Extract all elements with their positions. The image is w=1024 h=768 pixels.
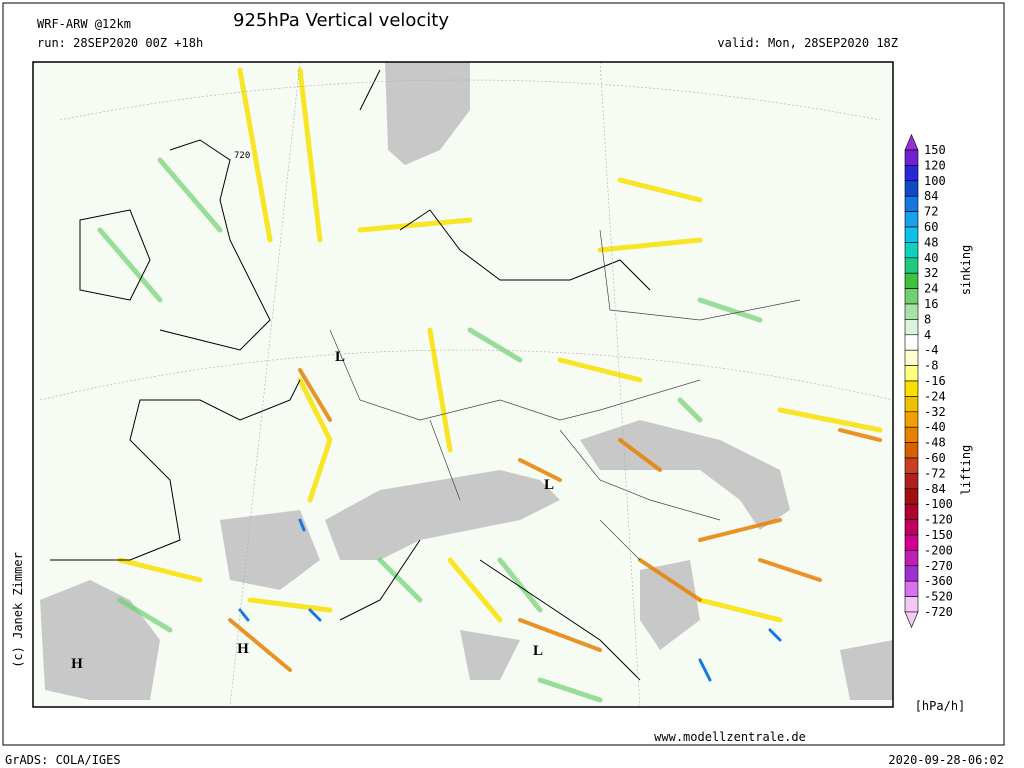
colorbar-upper-label: sinking (959, 245, 973, 296)
colorbar-lower-label: lifting (959, 445, 973, 496)
colorbar-box (904, 596, 919, 613)
contour-label: 720 (234, 151, 250, 161)
colorbar-box (904, 211, 919, 228)
colorbar-box (904, 180, 919, 197)
low-center: L (335, 349, 345, 365)
colorbar-tick-label: -100 (924, 497, 953, 511)
model-label: WRF-ARW @12km (37, 17, 131, 31)
colorbar-box (904, 503, 919, 520)
valid-label: valid: Mon, 28SEP2020 18Z (717, 36, 898, 50)
colorbar-box (904, 565, 919, 582)
high-center: H (237, 641, 249, 657)
colorbar-unit: [hPa/h] (915, 699, 966, 713)
high-center: H (71, 656, 83, 672)
colorbar-tick-label: 100 (924, 174, 946, 188)
colorbar-box (904, 534, 919, 551)
map: 720 L L L H H (32, 61, 894, 708)
colorbar-box (904, 257, 919, 274)
colorbar-box (904, 580, 919, 597)
coastlines (50, 69, 651, 681)
colorbar-tick-label: -8 (924, 359, 938, 373)
colorbar-box (904, 473, 919, 490)
colorbar-box (904, 411, 919, 428)
colorbar-box (904, 550, 919, 567)
colorbar-tick-label: -84 (924, 482, 946, 496)
colorbar-box (904, 149, 919, 166)
colorbar-tick-label: 24 (924, 282, 938, 296)
colorbar-tick-label: -270 (924, 559, 953, 573)
colorbar-box (904, 457, 919, 474)
colorbar-tick-label: -520 (924, 590, 953, 604)
colorbar-box (904, 349, 919, 366)
colorbar-box (904, 396, 919, 413)
low-center: L (544, 477, 554, 493)
colorbar-box (904, 426, 919, 443)
url: www.modellzentrale.de (654, 730, 806, 744)
colorbar-tick-label: -720 (924, 605, 953, 619)
colorbar-tick-label: 48 (924, 235, 938, 249)
map-frame (32, 61, 894, 708)
colorbar-box (904, 272, 919, 289)
colorbar-tick-label: 150 (924, 143, 946, 157)
colorbar-box (904, 380, 919, 397)
colorbar-tick-label: -24 (924, 389, 946, 403)
colorbar-box (904, 242, 919, 259)
colorbar-box (904, 226, 919, 243)
timestamp: 2020-09-28-06:02 (888, 753, 1004, 767)
colorbar-box (904, 519, 919, 536)
colorbar-tick-label: -4 (924, 343, 938, 357)
colorbar-box (904, 365, 919, 382)
colorbar-tick-label: 40 (924, 251, 938, 265)
title: 925hPa Vertical velocity (233, 10, 449, 31)
low-center: L (533, 643, 543, 659)
colorbar-tick-label: 8 (924, 312, 931, 326)
colorbar-tick-label: 120 (924, 158, 946, 172)
run-label: run: 28SEP2020 00Z +18h (37, 36, 203, 50)
colorbar-tick-label: -16 (924, 374, 946, 388)
colorbar-tick-label: 16 (924, 297, 938, 311)
colorbar-tick-label: -200 (924, 543, 953, 557)
credit: (c) Janek Zimmer (11, 552, 25, 668)
colorbar-box (904, 288, 919, 305)
colorbar-tick-label: -150 (924, 528, 953, 542)
map-background (33, 62, 893, 707)
velocity-streaks (97, 67, 883, 703)
colorbar-cap (904, 611, 919, 629)
colorbar-box (904, 195, 919, 212)
colorbar: 150120100847260484032241684-4-8-16-24-32… (904, 133, 953, 629)
colorbar-box (904, 303, 919, 320)
colorbar-box (904, 488, 919, 505)
colorbar-tick-label: -120 (924, 513, 953, 527)
colorbar-box (904, 165, 919, 182)
colorbar-box (904, 334, 919, 351)
colorbar-tick-label: 4 (924, 328, 931, 342)
colorbar-tick-label: 84 (924, 189, 938, 203)
software: GrADS: COLA/IGES (5, 753, 121, 767)
colorbar-tick-label: -40 (924, 420, 946, 434)
colorbar-tick-label: 60 (924, 220, 938, 234)
colorbar-tick-label: -60 (924, 451, 946, 465)
colorbar-tick-label: 32 (924, 266, 938, 280)
colorbar-tick-label: -72 (924, 466, 946, 480)
colorbar-tick-label: 72 (924, 205, 938, 219)
colorbar-tick-label: -48 (924, 436, 946, 450)
colorbar-box (904, 442, 919, 459)
borders (329, 229, 801, 561)
colorbar-tick-label: -360 (924, 574, 953, 588)
colorbar-box (904, 319, 919, 336)
colorbar-tick-label: -32 (924, 405, 946, 419)
